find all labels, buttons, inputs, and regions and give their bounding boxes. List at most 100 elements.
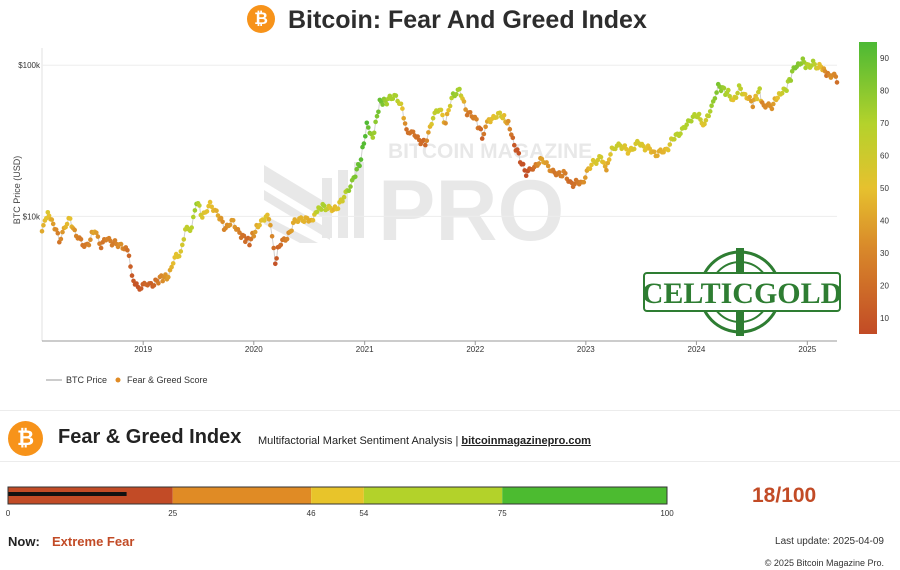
data-point xyxy=(461,99,467,104)
data-point xyxy=(497,110,503,116)
y-tick-label: $10k xyxy=(23,212,41,221)
data-point xyxy=(118,241,124,247)
data-point xyxy=(523,173,529,178)
data-point xyxy=(134,281,139,286)
data-point xyxy=(64,221,70,227)
x-tick-label: 2021 xyxy=(356,345,374,354)
colorbar-tick-label: 30 xyxy=(880,249,889,258)
data-point xyxy=(248,236,254,242)
data-point xyxy=(604,167,609,173)
data-point xyxy=(218,215,224,221)
data-point xyxy=(72,227,77,233)
data-point xyxy=(60,229,65,235)
gauge-segment xyxy=(311,487,364,504)
data-point xyxy=(601,160,606,165)
data-point xyxy=(595,157,601,163)
data-point xyxy=(622,143,628,148)
data-point xyxy=(474,117,479,122)
legend-item-btc-price[interactable]: BTC Price xyxy=(46,375,107,385)
data-point xyxy=(707,109,713,114)
gauge-segment xyxy=(172,487,312,504)
data-point xyxy=(769,106,775,112)
gauge-segment xyxy=(363,487,503,504)
data-point xyxy=(384,101,390,107)
data-point xyxy=(252,229,258,235)
data-point xyxy=(483,124,488,130)
data-point xyxy=(86,242,92,248)
data-point xyxy=(463,107,468,112)
index-link[interactable]: bitcoinmagazinepro.com xyxy=(461,435,591,447)
data-point xyxy=(46,213,52,218)
data-point xyxy=(88,237,93,242)
data-point xyxy=(507,126,513,132)
data-point xyxy=(227,222,233,228)
sentiment-status: Extreme Fear xyxy=(52,534,135,549)
data-point xyxy=(126,253,132,259)
data-point xyxy=(444,111,450,117)
data-point xyxy=(181,237,187,242)
data-point xyxy=(361,141,367,146)
gauge-tick-label: 75 xyxy=(498,509,507,518)
data-point xyxy=(189,225,194,230)
page-title: Bitcoin: Fear And Greed Index xyxy=(288,6,647,34)
data-point xyxy=(301,219,307,224)
data-point xyxy=(545,163,551,169)
data-point xyxy=(709,103,714,108)
data-point xyxy=(230,218,236,223)
data-point xyxy=(510,135,516,141)
data-point xyxy=(684,122,689,127)
data-point xyxy=(404,127,409,132)
data-point xyxy=(706,113,711,119)
data-point xyxy=(512,142,517,148)
data-point xyxy=(754,96,760,102)
data-point xyxy=(834,80,840,85)
data-point xyxy=(390,96,396,101)
data-point xyxy=(733,95,739,100)
last-update: Last update: 2025-04-09 xyxy=(775,536,884,547)
data-point xyxy=(712,96,718,101)
data-point xyxy=(55,230,61,236)
data-point xyxy=(812,62,817,67)
data-point xyxy=(209,204,214,210)
data-point xyxy=(271,245,277,251)
data-point xyxy=(128,264,133,269)
data-point xyxy=(262,218,267,223)
legend-item-fear-greed-score[interactable]: Fear & Greed Score xyxy=(115,375,208,385)
data-point xyxy=(269,234,275,239)
y-axis-label: BTC Price (USD) xyxy=(12,156,22,225)
data-point xyxy=(703,118,709,123)
data-point xyxy=(180,242,185,248)
data-point xyxy=(647,146,652,151)
data-point xyxy=(341,194,347,200)
x-tick-label: 2025 xyxy=(798,345,816,354)
data-point xyxy=(278,242,284,248)
now-label: Now: xyxy=(8,534,40,549)
gauge-segment xyxy=(502,487,667,504)
data-point xyxy=(726,87,731,93)
section-divider-2 xyxy=(0,461,900,462)
data-point xyxy=(353,174,358,180)
data-point xyxy=(49,217,55,222)
data-point xyxy=(775,95,780,101)
svg-text:BTC Price: BTC Price xyxy=(66,375,107,385)
data-point xyxy=(125,247,130,253)
data-point xyxy=(289,228,294,234)
data-point xyxy=(506,118,511,124)
data-point xyxy=(360,144,365,150)
fear-greed-price-chart: BITCOIN MAGAZINE PRO CELTICGOLD $10k$100… xyxy=(12,42,889,385)
data-point xyxy=(750,104,756,110)
data-point xyxy=(789,69,795,74)
data-point xyxy=(151,283,157,288)
data-point xyxy=(536,161,542,166)
data-point xyxy=(718,88,724,94)
index-title: Fear & Greed Index xyxy=(58,426,242,448)
colorbar-tick-label: 90 xyxy=(880,54,889,63)
data-point xyxy=(771,101,776,107)
data-point xyxy=(364,120,370,126)
data-point xyxy=(589,162,594,168)
data-point xyxy=(274,256,279,261)
data-point xyxy=(131,278,136,284)
colorbar-tick-label: 40 xyxy=(880,216,889,225)
data-point xyxy=(833,74,839,79)
data-point xyxy=(446,108,451,113)
